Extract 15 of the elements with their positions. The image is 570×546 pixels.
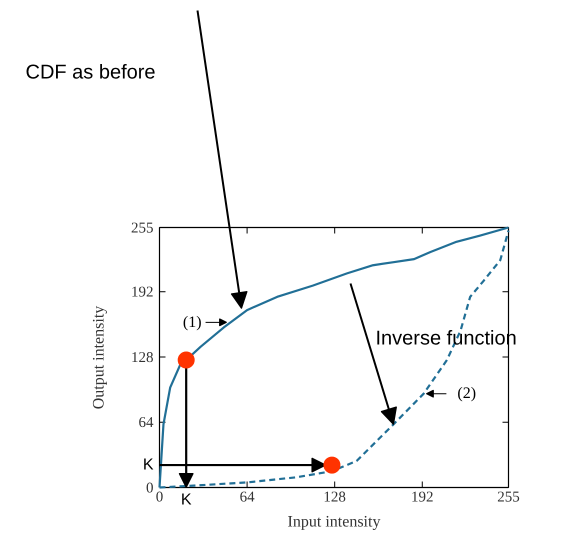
x-tick-label: 255 [497, 490, 520, 506]
x-axis-title: Input intensity [288, 514, 380, 530]
y-tick-label: 192 [131, 284, 154, 301]
y-axis-title: Output intensity [90, 306, 108, 410]
annotation: K [142, 456, 154, 474]
x-tick-label: 128 [323, 490, 346, 506]
annotation: K [180, 492, 192, 508]
text: CDF as before [26, 62, 156, 84]
y-tick-label: 255 [131, 220, 154, 236]
y-tick-label: 64 [138, 415, 154, 432]
x-tick-label: 64 [240, 490, 256, 506]
annotation: (1) [182, 314, 202, 331]
annotation: (2) [457, 385, 476, 402]
y-tick-label: 128 [131, 350, 154, 366]
x-tick-label: 192 [411, 490, 434, 506]
